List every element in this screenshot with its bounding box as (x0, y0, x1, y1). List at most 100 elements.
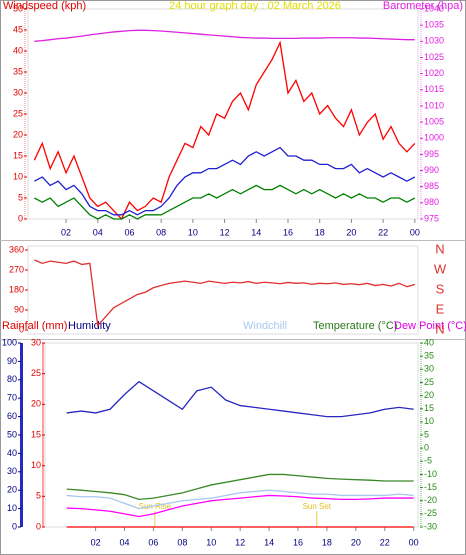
y-tick-label: 25 (13, 108, 23, 118)
y2-tick-label: 1030 (424, 36, 444, 46)
y-tick-label: 0 (36, 521, 41, 531)
x-tick-label: 04 (93, 227, 103, 237)
y2-tick-label: 1035 (424, 20, 444, 30)
y3-tick-label: 50 (7, 429, 17, 439)
y2-tick-label: 980 (424, 197, 439, 207)
y-tick-label: 45 (13, 24, 23, 34)
x-tick-label: 18 (315, 227, 325, 237)
y2-tick-label: 1000 (424, 133, 444, 143)
humidity-ruler (20, 343, 23, 527)
y-tick-label: 0 (19, 324, 24, 334)
y-tick-label: 360 (9, 244, 24, 254)
y-tick-label: 90 (14, 304, 24, 314)
y2-tick-label: 995 (424, 149, 439, 159)
series-line (66, 380, 414, 418)
y2-tick-label: 1015 (424, 84, 444, 94)
y2-tick-label: 1040 (424, 3, 444, 13)
y-tick-label: 30 (13, 87, 23, 97)
x-tick-label: 08 (177, 537, 187, 547)
x-tick-label: 10 (206, 537, 216, 547)
y3-tick-label: 60 (7, 411, 17, 421)
y2-tick-label: -25 (424, 508, 437, 518)
x-tick-label: 06 (148, 537, 158, 547)
wind-axis-label: Windspeed (kph) (3, 0, 86, 12)
y-tick-label: 5 (36, 491, 41, 501)
annotation-text: Sun Rise (139, 502, 172, 511)
x-tick-label: 06 (124, 227, 134, 237)
y-tick-label: 0 (18, 213, 23, 223)
y2-tick-label: 5 (424, 429, 429, 439)
annotation-text: Sun Set (303, 502, 332, 511)
y3-tick-label: 100 (2, 337, 17, 347)
y2-tick-label: 975 (424, 213, 439, 223)
series-line (34, 184, 416, 220)
barometer-axis-label: Barometer (hpa) (383, 0, 463, 12)
y2-tick-label: 35 (424, 351, 434, 361)
y-tick-label: 20 (13, 129, 23, 139)
y2-tick-label: 1020 (424, 68, 444, 78)
x-tick-label: 16 (283, 227, 293, 237)
x-tick-label: 20 (346, 227, 356, 237)
series-line (66, 489, 414, 510)
y2-tick-label: S (436, 281, 445, 296)
y2-tick-label: -10 (424, 469, 437, 479)
y3-tick-label: 40 (7, 448, 17, 458)
legend-entry: Dew Point (°C) (394, 320, 466, 332)
y2-tick-label: -30 (424, 521, 437, 531)
x-tick-label: 14 (264, 537, 274, 547)
x-tick-label: 12 (235, 537, 245, 547)
y-tick-label: 15 (31, 429, 41, 439)
x-tick-label: 18 (322, 537, 332, 547)
y-tick-label: 10 (13, 171, 23, 181)
series-line (34, 29, 415, 42)
y2-tick-label: 1025 (424, 52, 444, 62)
y2-tick-label: N (435, 241, 444, 256)
y2-tick-label: -5 (424, 456, 432, 466)
y2-tick-label: 985 (424, 181, 439, 191)
y-tick-label: 25 (31, 368, 41, 378)
y-tick-label: 15 (13, 150, 23, 160)
y-tick-label: 270 (9, 264, 24, 274)
y2-tick-label: 40 (424, 337, 434, 347)
y-tick-label: 180 (9, 284, 24, 294)
series-line (66, 473, 414, 501)
legend-entry: Humidity (68, 320, 111, 332)
x-tick-label: 16 (293, 537, 303, 547)
y-tick-label: 30 (31, 337, 41, 347)
series-line (34, 146, 416, 216)
y3-tick-label: 80 (7, 374, 17, 384)
y-tick-label: 50 (13, 3, 23, 13)
series-line (34, 259, 416, 328)
x-tick-label: 02 (61, 227, 71, 237)
y2-tick-label: -15 (424, 482, 437, 492)
y2-tick-label: 20 (424, 390, 434, 400)
y-tick-label: 5 (18, 192, 23, 202)
y-tick-label: 10 (31, 460, 41, 470)
y3-tick-label: 20 (7, 485, 17, 495)
chart-title: 24 hour graph day : 02 March 2026 (169, 0, 341, 12)
y3-tick-label: 10 (7, 503, 17, 513)
series-line (66, 494, 414, 518)
x-tick-label: 10 (188, 227, 198, 237)
x-tick-label: 22 (380, 537, 390, 547)
y2-tick-label: 1005 (424, 116, 444, 126)
y2-tick-label: -20 (424, 495, 437, 505)
y2-tick-label: 1010 (424, 100, 444, 110)
legend-entry: Temperature (°C) (313, 320, 397, 332)
y-tick-label: 20 (31, 399, 41, 409)
x-tick-label: 00 (409, 537, 419, 547)
y3-tick-label: 70 (7, 393, 17, 403)
x-tick-label: 20 (351, 537, 361, 547)
y-tick-label: 40 (13, 45, 23, 55)
y2-tick-label: E (436, 301, 445, 316)
y-tick-label: 35 (13, 66, 23, 76)
plot-frame (27, 8, 419, 220)
x-tick-label: 00 (410, 227, 420, 237)
y2-tick-label: 30 (424, 364, 434, 374)
legend-entry: Windchill (243, 320, 287, 332)
series-line (33, 40, 416, 221)
y3-tick-label: 0 (12, 521, 17, 531)
y3-tick-label: 30 (7, 466, 17, 476)
